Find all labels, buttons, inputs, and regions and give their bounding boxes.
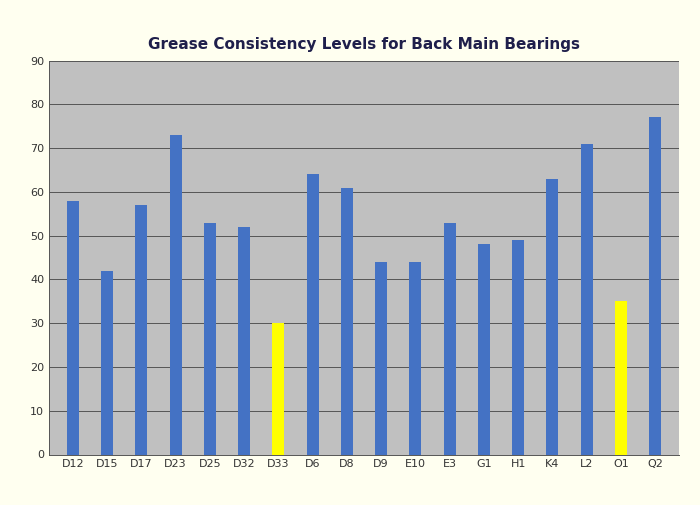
Bar bbox=[512, 240, 524, 454]
Bar bbox=[375, 262, 387, 454]
Bar bbox=[272, 323, 284, 454]
Bar bbox=[341, 187, 353, 454]
Bar bbox=[136, 205, 148, 454]
Bar bbox=[67, 200, 79, 454]
Bar bbox=[307, 174, 319, 454]
Bar bbox=[580, 144, 592, 454]
Bar bbox=[615, 301, 626, 454]
Bar bbox=[478, 244, 490, 454]
Title: Grease Consistency Levels for Back Main Bearings: Grease Consistency Levels for Back Main … bbox=[148, 37, 580, 53]
Bar bbox=[546, 179, 559, 454]
Bar bbox=[444, 223, 456, 454]
Bar bbox=[204, 223, 216, 454]
Bar bbox=[410, 262, 421, 454]
Bar bbox=[238, 227, 250, 454]
Bar bbox=[169, 135, 182, 454]
Bar bbox=[102, 271, 113, 454]
Bar bbox=[649, 118, 661, 455]
